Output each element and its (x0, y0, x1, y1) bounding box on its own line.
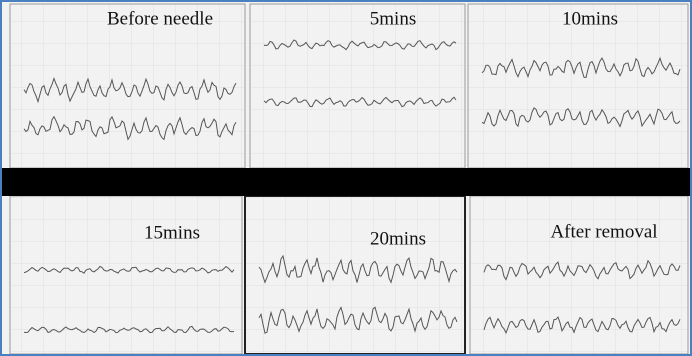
panel-label: 10mins (562, 8, 618, 29)
separator-band (0, 168, 692, 196)
panel (10, 196, 242, 354)
panel-label: Before needle (107, 8, 213, 29)
panel (250, 4, 465, 168)
panel-label: 5mins (370, 8, 416, 29)
panel (470, 196, 688, 354)
panel-label: 20mins (370, 228, 426, 249)
page: Before needle 5mins 10mins 15mins 20mins Afte… (0, 0, 692, 356)
panel-label: After removal (550, 221, 657, 242)
panel-label: 15mins (144, 222, 200, 243)
figure: Before needle 5mins 10mins 15mins 20mins Afte… (0, 0, 692, 356)
